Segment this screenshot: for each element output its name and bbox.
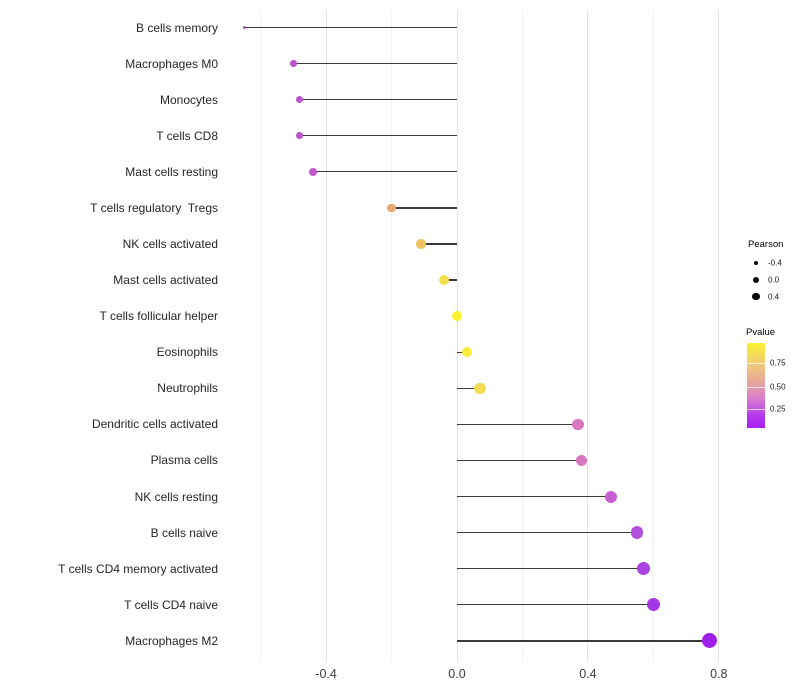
pvalue-colorbar-label: 0.25	[770, 404, 786, 414]
lollipop-dot	[309, 168, 317, 176]
lollipop-dot	[438, 275, 449, 286]
grid-minor-line	[521, 10, 523, 662]
pearson-legend-title: Pearson	[748, 239, 784, 250]
grid-minor-line	[260, 10, 262, 662]
x-axis-tick-label: 0.0	[448, 667, 466, 681]
category-label: Mast cells resting	[125, 164, 218, 179]
category-label: Macrophages M0	[125, 56, 218, 71]
lollipop-dot	[387, 203, 396, 213]
grid-major-line	[718, 10, 720, 662]
pvalue-colorbar-label: 0.50	[770, 382, 786, 392]
lollipop-stem	[244, 26, 457, 29]
pvalue-colorbar-tick	[747, 409, 765, 410]
category-label: Plasma cells	[150, 453, 218, 468]
category-label: Monocytes	[159, 92, 218, 107]
lollipop-dot	[416, 239, 426, 249]
lollipop-stem	[457, 459, 582, 462]
category-label: Eosinophils	[156, 345, 218, 360]
pearson-legend-label: -0.4	[768, 258, 782, 268]
lollipop-stem	[457, 531, 637, 534]
lollipop-stem	[299, 135, 457, 137]
x-axis-tick-label: 0.4	[579, 667, 597, 681]
category-label: Macrophages M2	[125, 633, 218, 648]
category-label: NK cells resting	[134, 489, 218, 504]
lollipop-dot	[575, 454, 588, 467]
lollipop-stem	[391, 207, 457, 209]
pvalue-colorbar-label: 0.75	[770, 358, 786, 368]
lollipop-stem	[299, 99, 457, 101]
lollipop-stem	[457, 568, 644, 570]
lollipop-stem	[312, 171, 457, 173]
category-label: Mast cells activated	[113, 273, 218, 288]
category-label: Neutrophils	[157, 381, 218, 396]
category-label: Dendritic cells activated	[91, 417, 218, 432]
grid-major-line	[456, 10, 458, 662]
lollipop-dot	[474, 382, 486, 395]
lollipop-dot	[461, 346, 473, 358]
category-label: T cells CD4 memory activated	[58, 561, 218, 576]
x-axis-tick-label: -0.4	[315, 667, 337, 681]
pvalue-colorbar-tick	[747, 363, 765, 364]
lollipop-stem	[457, 640, 710, 642]
lollipop-stem	[457, 495, 611, 498]
pvalue-legend-title: Pvalue	[746, 327, 776, 338]
lollipop-dot	[701, 633, 717, 649]
lollipop-dot	[637, 562, 651, 576]
category-label: B cells naive	[150, 525, 218, 540]
grid-minor-line	[391, 10, 393, 662]
lollipop-stem	[420, 243, 457, 245]
lollipop-stem	[443, 279, 457, 281]
pvalue-colorbar-tick	[747, 387, 765, 388]
lollipop-dot	[296, 132, 304, 140]
grid-major-line	[325, 10, 327, 662]
lollipop-dot	[630, 526, 644, 539]
grid-minor-line	[652, 10, 654, 662]
category-label: B cells memory	[135, 20, 218, 35]
lollipop-stem	[457, 387, 480, 389]
category-label: NK cells activated	[122, 236, 218, 251]
category-label: T cells CD4 naive	[124, 597, 218, 612]
lollipop-dot	[646, 598, 660, 612]
lollipop-stem	[457, 604, 654, 606]
lollipop-dot	[242, 25, 246, 30]
pearson-legend-label: 0.4	[768, 292, 780, 301]
lollipop-dot	[572, 418, 584, 431]
x-axis-tick-label: 0.8	[710, 667, 728, 681]
pearson-legend-dot	[753, 260, 759, 266]
category-label: T cells regulatory Tregs	[90, 200, 218, 215]
category-label: T cells CD8	[156, 128, 218, 143]
pearson-legend-label: 0.0	[768, 275, 780, 285]
pearson-legend-dot	[753, 277, 759, 283]
grid-major-line	[587, 10, 589, 662]
category-label: T cells follicular helper	[99, 309, 219, 324]
pvalue-colorbar	[747, 343, 765, 428]
lollipop-dot	[296, 96, 304, 104]
lollipop-dot	[452, 311, 462, 322]
lollipop-stem	[457, 423, 579, 426]
lollipop-dot	[604, 490, 617, 503]
lollipop-dot	[290, 60, 297, 67]
pearson-legend-dot	[752, 292, 760, 301]
lollipop-stem	[293, 62, 457, 65]
